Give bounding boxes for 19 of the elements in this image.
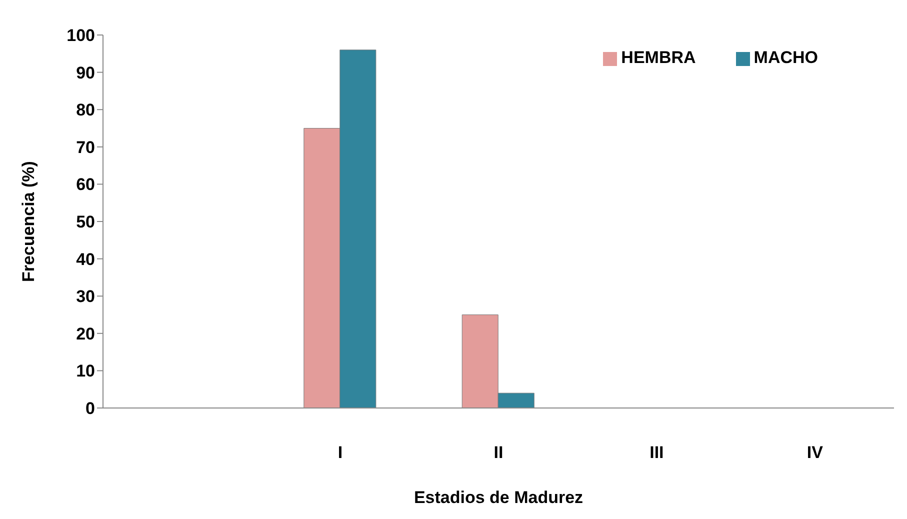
x-axis-title: Estadios de Madurez xyxy=(414,488,584,507)
y-tick-label: 10 xyxy=(76,362,95,381)
y-tick-label: 100 xyxy=(66,26,95,46)
x-tick-label: I xyxy=(338,443,343,462)
y-axis-title: Frecuencia (%) xyxy=(19,161,38,282)
x-tick-label: IV xyxy=(806,443,824,462)
y-tick-label: 0 xyxy=(86,399,95,418)
x-tick-label: II xyxy=(494,443,504,462)
y-tick-label: 40 xyxy=(76,250,95,269)
y-tick-label: 70 xyxy=(76,138,95,157)
legend-label: HEMBRA xyxy=(621,48,696,67)
y-tick-label: 20 xyxy=(76,324,95,344)
y-tick-label: 60 xyxy=(76,175,95,194)
y-tick-label: 80 xyxy=(76,100,95,120)
y-tick-label: 90 xyxy=(76,63,95,82)
y-tick-label: 50 xyxy=(76,212,95,232)
legend-label: MACHO xyxy=(754,48,818,67)
x-tick-label: III xyxy=(650,443,664,462)
y-tick-label: 30 xyxy=(76,287,95,306)
